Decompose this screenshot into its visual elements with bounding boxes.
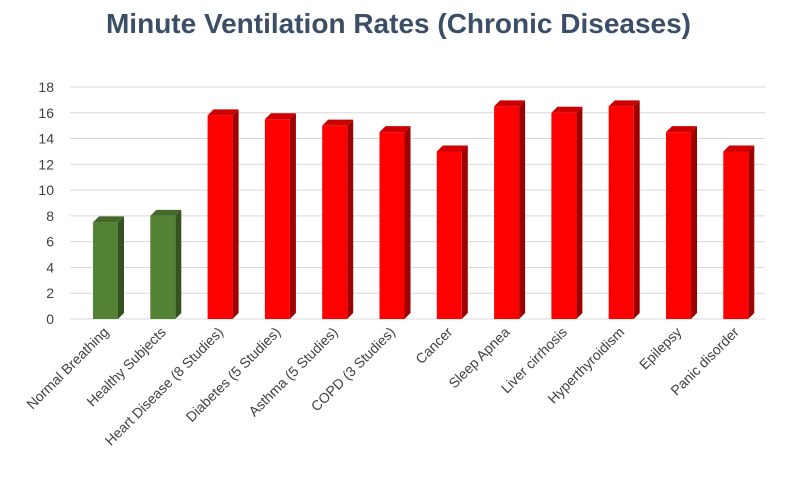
bar-top [436,145,468,152]
bar-side [175,209,182,319]
bar-top [666,126,697,133]
y-tick-label: 12 [38,156,54,172]
bar [207,109,239,319]
bar [150,209,182,319]
bar-side [633,100,640,319]
bar [436,145,468,319]
bar-side [404,126,411,319]
bar-side [691,126,697,319]
bar-side [232,109,239,319]
bar-front [322,125,348,320]
bar-front [150,215,176,319]
y-tick-label: 4 [46,259,54,275]
bars [93,100,755,320]
gridlines [70,86,765,320]
bar-side [461,145,468,319]
bar [322,119,354,320]
bar-top [93,216,124,223]
x-tick-label: Cancer [412,324,455,367]
y-tick-label: 6 [46,234,54,250]
y-axis-ticks: 0 2 4 6 8 10 12 14 16 18 [38,79,54,327]
bar [551,106,583,320]
y-tick-label: 18 [38,79,54,95]
bar-side [748,145,755,319]
bar-top [379,126,411,133]
bar-side [289,113,296,319]
bar-front [608,106,634,319]
bar [723,145,755,319]
bar-front [551,112,577,320]
bar-front [436,151,462,319]
y-tick-label: 16 [38,105,54,121]
bar-top [264,113,296,120]
bar [379,126,411,319]
bar-top [608,100,640,107]
y-tick-label: 10 [38,182,54,198]
bar [93,216,124,319]
bar [608,100,640,319]
bar [666,126,697,319]
x-tick-label: Epilepsy [636,324,685,373]
bar-side [576,106,583,320]
bar-side [118,216,124,319]
bar-front [264,119,290,319]
bar-front [723,151,749,319]
bar-top [322,119,354,126]
bar-top [207,109,239,116]
bar-top [551,106,583,113]
bar-side [519,100,526,319]
bar-front [207,115,233,319]
bar-front [379,132,405,319]
bar-front [666,132,691,319]
y-tick-label: 2 [46,285,54,301]
bar [494,100,526,319]
bar-side [347,119,354,320]
bar-front [494,106,520,319]
y-tick-label: 14 [38,131,54,147]
bar-front [93,222,118,319]
bar-top [150,209,182,216]
x-tick-label: Heart Disease (8 Studies) [102,324,227,449]
bar-top [723,145,755,152]
y-tick-label: 8 [46,208,54,224]
bar [264,113,296,319]
x-tick-label: Diabetes (5 Studies) [183,324,284,425]
bar-top [494,100,526,107]
y-tick-label: 0 [46,311,54,327]
chart-title: Minute Ventilation Rates (Chronic Diseas… [105,8,692,39]
